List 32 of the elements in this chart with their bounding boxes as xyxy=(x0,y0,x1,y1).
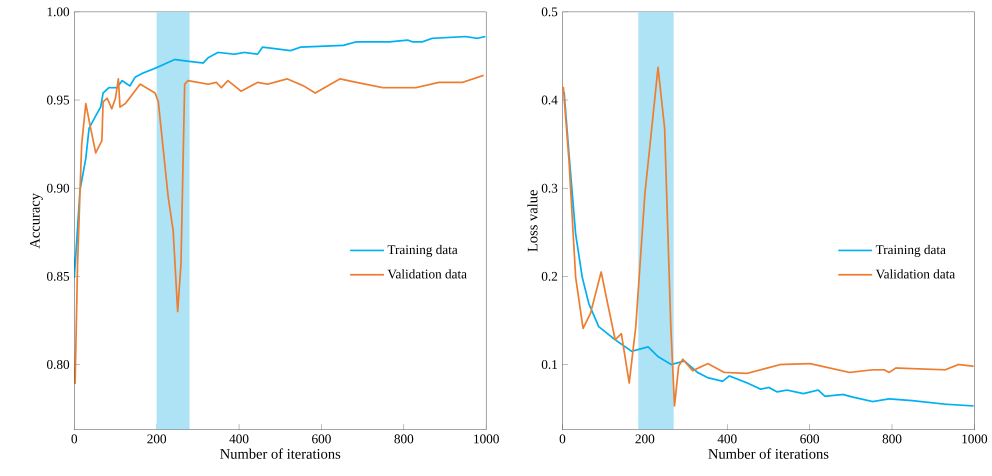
x-tick-label: 0 xyxy=(560,434,566,444)
x-tick-label: 600 xyxy=(312,434,331,444)
y-axis-title: Accuracy xyxy=(30,192,43,248)
y-tick-label: 0.85 xyxy=(46,272,70,281)
x-tick-label: 1000 xyxy=(474,434,499,444)
x-tick-label: 200 xyxy=(147,434,166,444)
legend-label: Validation data xyxy=(388,269,467,278)
line-series xyxy=(74,74,485,385)
y-axis-title: Loss value xyxy=(527,190,538,252)
x-axis-title: Number of iterations xyxy=(220,448,340,459)
x-tick-label: 200 xyxy=(636,434,654,444)
legend-label: Training data xyxy=(876,244,946,257)
y-tick-label: 0.80 xyxy=(46,360,70,369)
y-tick-label: 0.5 xyxy=(542,7,558,16)
y-tick-label: 0.90 xyxy=(46,184,70,193)
y-tick-label: 0.3 xyxy=(542,184,558,193)
y-tick-label: 0.95 xyxy=(46,95,70,104)
line-series xyxy=(74,36,486,279)
y-tick-label: 1.00 xyxy=(48,7,70,16)
legend-label: Training data xyxy=(388,244,458,257)
x-tick-label: 400 xyxy=(229,434,248,444)
legend-label: Validation data xyxy=(876,269,955,278)
x-tick-label: 0 xyxy=(71,434,78,444)
y-tick-label: 0.4 xyxy=(542,95,558,104)
x-tick-label: 600 xyxy=(800,434,820,444)
y-tick-label: 0.1 xyxy=(542,360,558,369)
y-tick-label: 0.2 xyxy=(542,272,558,281)
x-tick-label: 800 xyxy=(882,434,902,444)
x-axis-title: Number of iterations xyxy=(708,448,828,459)
x-tick-label: 1000 xyxy=(962,434,988,444)
x-tick-label: 400 xyxy=(718,434,737,444)
x-tick-label: 800 xyxy=(394,434,414,444)
